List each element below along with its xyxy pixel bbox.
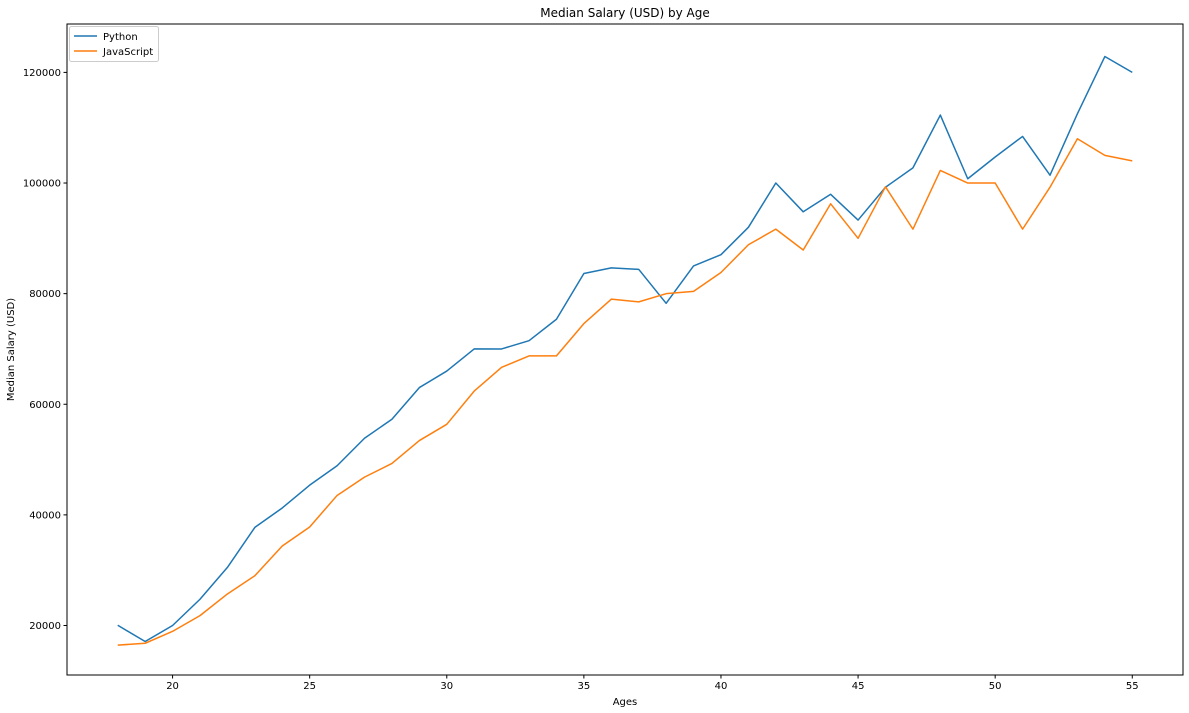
y-tick-label: 100000 — [23, 179, 61, 190]
y-tick-label: 20000 — [29, 621, 61, 632]
series-line-javascript — [117, 138, 1133, 646]
x-tick-label: 25 — [303, 681, 316, 692]
x-tick-label: 40 — [715, 681, 728, 692]
x-axis-label: Ages — [613, 697, 638, 708]
x-tick-label: 35 — [578, 681, 591, 692]
y-tick-label: 60000 — [29, 400, 61, 411]
series-line-python — [117, 55, 1133, 643]
chart-title: Median Salary (USD) by Age — [540, 6, 710, 20]
series-lines — [117, 55, 1133, 646]
y-tick-label: 120000 — [23, 68, 61, 79]
y-axis-label: Median Salary (USD) — [6, 298, 17, 401]
x-tick-label: 30 — [440, 681, 453, 692]
axes-frame — [66, 23, 1184, 676]
x-tick-label: 20 — [166, 681, 179, 692]
legend: Python JavaScript — [69, 26, 159, 62]
x-tick-label: 55 — [1126, 681, 1139, 692]
x-tick-label: 50 — [989, 681, 1002, 692]
x-tick-label: 45 — [852, 681, 865, 692]
x-axis: 20 25 30 35 40 45 50 55 — [166, 675, 1139, 692]
y-tick-label: 40000 — [29, 510, 61, 521]
legend-label-python: Python — [103, 32, 138, 43]
y-axis: 20000 40000 60000 80000 100000 120000 — [23, 68, 67, 632]
y-tick-label: 80000 — [29, 289, 61, 300]
legend-label-javascript: JavaScript — [102, 47, 153, 58]
